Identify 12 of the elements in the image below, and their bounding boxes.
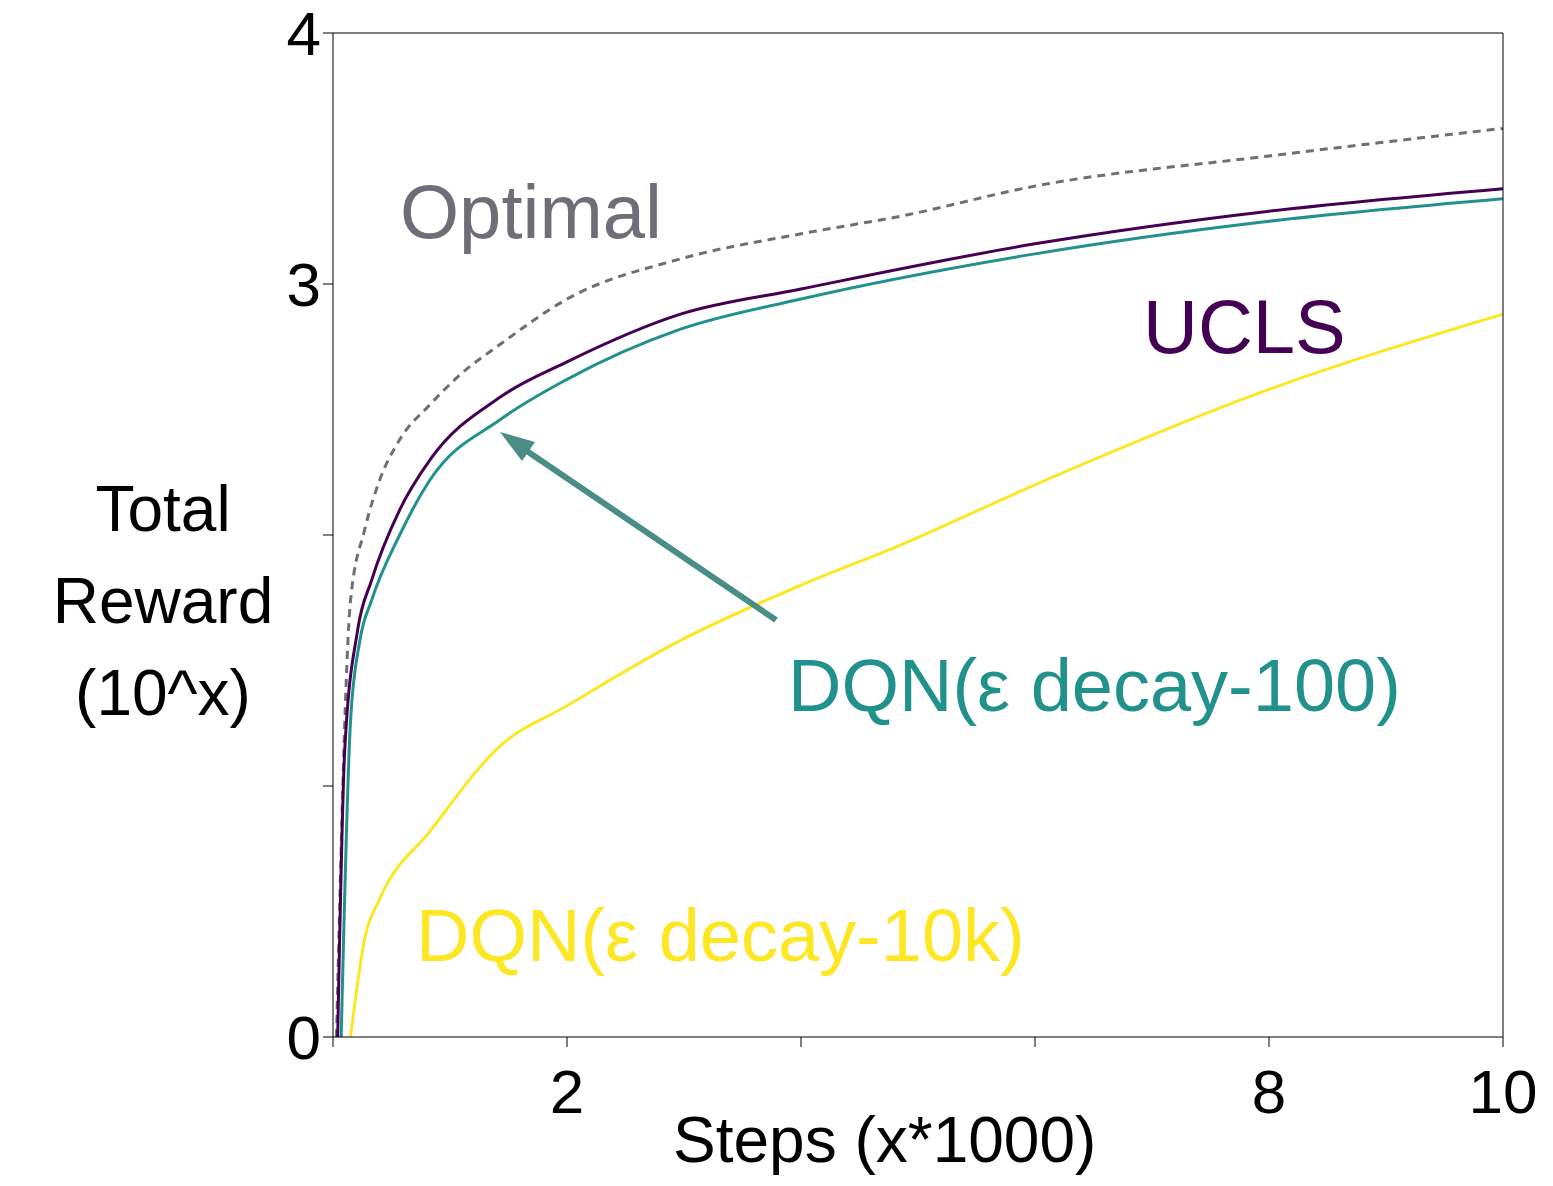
series-label: UCLS xyxy=(1143,283,1346,370)
text: DQN(ε decay-100) xyxy=(788,643,1401,728)
x-axis-title: Steps (x*1000) xyxy=(673,1103,1097,1177)
series-label: Optimal xyxy=(400,168,662,255)
y-axis-title: Total Reward (10^x) xyxy=(51,472,275,731)
x-tick-label: 10 xyxy=(1468,1057,1538,1127)
x-tick-label: 2 xyxy=(549,1057,585,1127)
y-tick-label: 3 xyxy=(286,250,321,320)
series-label: DQN(ε decay-10k) xyxy=(416,893,1025,978)
y-tick-label: 0 xyxy=(286,1003,321,1073)
x-tick-label: 8 xyxy=(1251,1057,1287,1127)
y-tick-label: 4 xyxy=(286,0,321,69)
